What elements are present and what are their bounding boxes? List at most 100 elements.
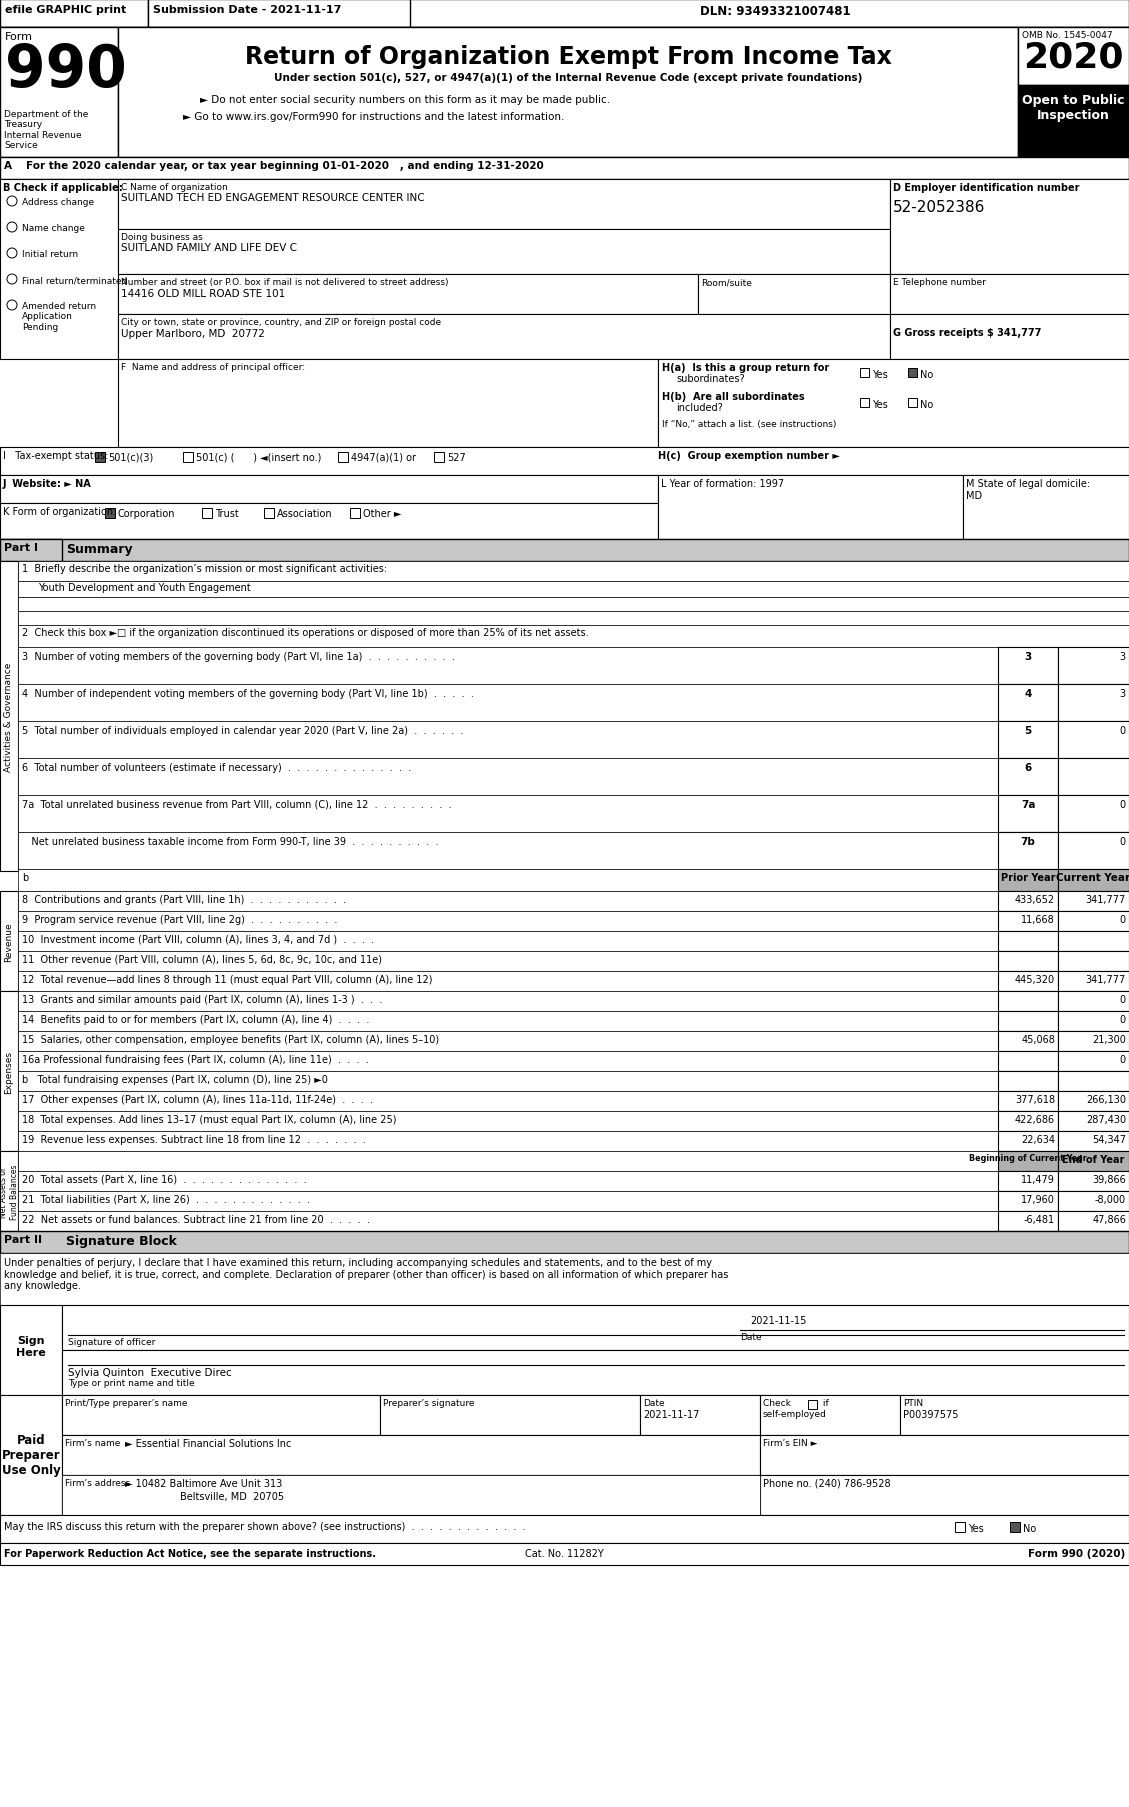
Bar — [1058, 911, 1129, 931]
Text: Association: Association — [277, 510, 333, 519]
Text: Check: Check — [763, 1399, 794, 1408]
Text: 4947(a)(1) or: 4947(a)(1) or — [351, 454, 415, 463]
Bar — [1058, 1171, 1129, 1191]
Text: 2  Check this box ►□ if the organization discontinued its operations or disposed: 2 Check this box ►□ if the organization … — [21, 627, 588, 638]
Bar — [18, 931, 998, 952]
Bar — [18, 1032, 998, 1052]
Bar — [1058, 1052, 1129, 1072]
Text: Initial return: Initial return — [21, 249, 78, 258]
Text: No: No — [920, 399, 934, 410]
Bar — [860, 369, 869, 378]
Text: 47,866: 47,866 — [1092, 1214, 1126, 1225]
Text: 0: 0 — [1120, 1055, 1126, 1064]
Text: Department of the
Treasury
Internal Revenue
Service: Department of the Treasury Internal Reve… — [5, 110, 88, 150]
Text: No: No — [1023, 1523, 1036, 1532]
Text: SUITLAND TECH ED ENGAGEMENT RESOURCE CENTER INC: SUITLAND TECH ED ENGAGEMENT RESOURCE CEN… — [121, 193, 425, 202]
Text: 3: 3 — [1119, 688, 1124, 699]
Bar — [18, 562, 1129, 582]
Bar — [0, 1254, 1129, 1305]
Bar — [62, 1475, 760, 1514]
Bar — [18, 891, 998, 911]
Bar — [908, 399, 917, 408]
Text: A  For the 2020 calendar year, or tax year beginning 01-01-2020   , and ending 1: A For the 2020 calendar year, or tax yea… — [5, 161, 544, 172]
Text: M State of legal domicile:
MD: M State of legal domicile: MD — [966, 479, 1091, 501]
Text: 6  Total number of volunteers (estimate if necessary)  .  .  .  .  .  .  .  .  .: 6 Total number of volunteers (estimate i… — [21, 763, 411, 773]
Bar — [18, 833, 998, 869]
Bar — [998, 721, 1058, 759]
Text: 45,068: 45,068 — [1021, 1034, 1054, 1044]
Text: Amended return
Application
Pending: Amended return Application Pending — [21, 302, 96, 332]
Text: Current Year: Current Year — [1057, 873, 1129, 882]
Text: DLN: 93493321007481: DLN: 93493321007481 — [700, 5, 850, 18]
Bar — [18, 582, 1129, 598]
Bar — [998, 685, 1058, 721]
Text: Prior Year: Prior Year — [1000, 873, 1056, 882]
Text: 7b: 7b — [1021, 837, 1035, 846]
Text: 527: 527 — [447, 454, 466, 463]
Bar — [998, 759, 1058, 795]
Text: Activities & Governance: Activities & Governance — [5, 661, 14, 772]
Bar — [0, 992, 18, 1151]
Text: No: No — [920, 370, 934, 379]
Text: 11,668: 11,668 — [1022, 914, 1054, 925]
Text: Part II: Part II — [5, 1234, 42, 1245]
Text: ► Do not enter social security numbers on this form as it may be made public.: ► Do not enter social security numbers o… — [200, 96, 610, 105]
Text: 0: 0 — [1119, 799, 1124, 810]
Bar — [963, 475, 1129, 540]
Bar — [0, 540, 62, 562]
Text: 11,479: 11,479 — [1021, 1175, 1054, 1184]
Bar — [18, 721, 998, 759]
Bar — [1058, 685, 1129, 721]
Bar — [955, 1521, 965, 1532]
Bar — [1058, 1211, 1129, 1231]
Bar — [890, 275, 1129, 314]
Bar — [0, 1151, 18, 1231]
Text: I   Tax-exempt status:: I Tax-exempt status: — [3, 450, 108, 461]
Bar — [0, 27, 1129, 157]
Text: 4: 4 — [1024, 688, 1032, 699]
Text: H(c)  Group exemption number ►: H(c) Group exemption number ► — [658, 450, 840, 461]
Bar — [119, 360, 658, 448]
Text: 1  Briefly describe the organization’s mission or most significant activities:: 1 Briefly describe the organization’s mi… — [21, 564, 387, 573]
Text: 21,300: 21,300 — [1092, 1034, 1126, 1044]
Bar — [1058, 972, 1129, 992]
Bar — [1058, 869, 1129, 891]
Bar — [119, 181, 890, 229]
Text: 0: 0 — [1119, 726, 1124, 735]
Text: if: if — [820, 1399, 829, 1408]
Bar — [18, 1111, 998, 1131]
Text: Part I: Part I — [5, 542, 38, 553]
Text: Other ►: Other ► — [364, 510, 402, 519]
Bar — [18, 759, 998, 795]
Text: Room/suite: Room/suite — [701, 278, 752, 287]
Bar — [860, 399, 869, 408]
Bar — [0, 0, 148, 27]
Bar — [1058, 952, 1129, 972]
Text: 4  Number of independent voting members of the governing body (Part VI, line 1b): 4 Number of independent voting members o… — [21, 688, 474, 699]
Bar — [698, 275, 890, 314]
Bar — [1058, 1191, 1129, 1211]
Text: 0: 0 — [1120, 914, 1126, 925]
Text: 445,320: 445,320 — [1015, 974, 1054, 985]
Text: Doing business as: Doing business as — [121, 233, 203, 242]
Bar — [434, 454, 444, 463]
Text: For Paperwork Reduction Act Notice, see the separate instructions.: For Paperwork Reduction Act Notice, see … — [5, 1549, 376, 1558]
Text: ► Essential Financial Solutions Inc: ► Essential Financial Solutions Inc — [125, 1438, 291, 1447]
Bar — [998, 647, 1058, 685]
Text: 20  Total assets (Part X, line 16)  .  .  .  .  .  .  .  .  .  .  .  .  .  .: 20 Total assets (Part X, line 16) . . . … — [21, 1175, 307, 1184]
Text: 341,777: 341,777 — [1086, 974, 1126, 985]
Text: Net unrelated business taxable income from Form 990-T, line 39  .  .  .  .  .  .: Net unrelated business taxable income fr… — [21, 837, 438, 846]
Text: Print/Type preparer’s name: Print/Type preparer’s name — [65, 1399, 187, 1408]
Bar — [18, 1052, 998, 1072]
Text: 22,634: 22,634 — [1021, 1135, 1054, 1144]
Text: Expenses: Expenses — [5, 1050, 14, 1093]
Text: 2021-11-17: 2021-11-17 — [644, 1409, 699, 1418]
Text: 5  Total number of individuals employed in calendar year 2020 (Part V, line 2a) : 5 Total number of individuals employed i… — [21, 726, 464, 735]
Text: 14416 OLD MILL ROAD STE 101: 14416 OLD MILL ROAD STE 101 — [121, 289, 286, 298]
Bar — [1058, 1012, 1129, 1032]
Bar — [998, 891, 1058, 911]
Text: Sign
Here: Sign Here — [16, 1335, 46, 1357]
Bar — [1058, 721, 1129, 759]
Bar — [1058, 1111, 1129, 1131]
Bar — [998, 869, 1058, 891]
